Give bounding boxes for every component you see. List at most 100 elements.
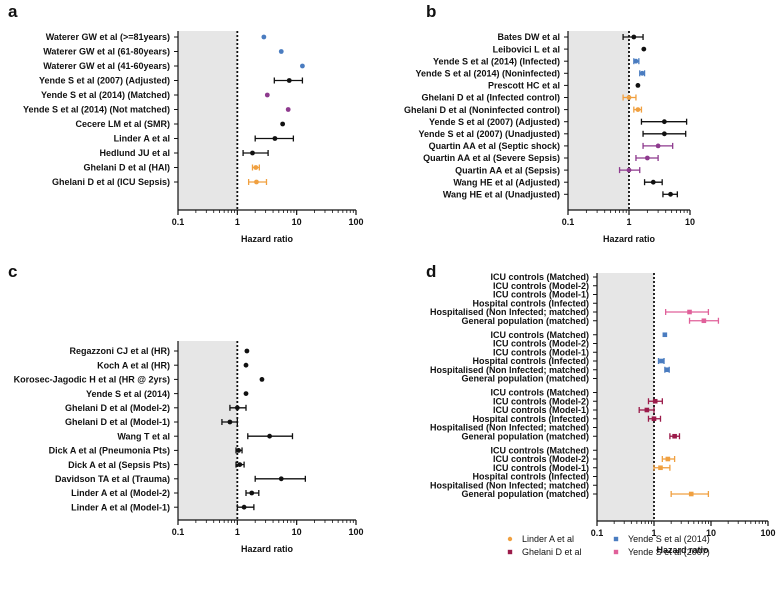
hr-point [244, 348, 250, 354]
hr-point [280, 121, 286, 127]
hr-point [659, 358, 664, 364]
hr-point [664, 367, 670, 373]
row-label: Ghelani D et al (ICU Sepsis) [52, 177, 170, 187]
shaded-region [597, 273, 654, 521]
row-label: Quartin AA et al (Severe Sepsis) [423, 153, 560, 163]
row-label: ICU controls (Matched) [490, 445, 589, 455]
hr-point [253, 165, 259, 170]
panel-letter: c [8, 262, 17, 281]
row-label: ICU controls (Model-1) [493, 290, 589, 300]
row-label: Waterer GW et al (41-60years) [43, 61, 170, 71]
hr-point [278, 49, 284, 54]
hr-point [626, 95, 632, 100]
hr-point [651, 416, 657, 422]
row-label: Ghelani D et al (HAI) [83, 163, 170, 173]
row-label: Ghelani D et al (Infected control) [421, 93, 560, 103]
shaded-region [178, 31, 238, 210]
row-label: ICU controls (Matched) [490, 388, 589, 398]
x-tick-label: 100 [348, 217, 363, 227]
hr-point [665, 456, 671, 462]
row-label: General population (matched) [461, 374, 589, 384]
hr-point [286, 78, 292, 83]
hr-point [644, 155, 650, 161]
x-tick-label: 0.1 [591, 528, 604, 538]
row-label: Yende S et al (2007) (Unadjusted) [418, 129, 560, 139]
row-label: Prescott HC et al [488, 81, 560, 91]
row-label: Hospitalised (Non Infected; matched) [430, 307, 589, 317]
hr-point [688, 491, 694, 497]
x-tick-label: 10 [292, 217, 302, 227]
panel-d: d 0.1 1 10 100 Hazard ratio ICU controls (Matc… [426, 262, 776, 555]
hr-point [633, 58, 639, 64]
row-label: Yende S et al (2014) [86, 389, 170, 399]
row-label: Yende S et al (2014) (Infected) [433, 56, 560, 66]
row-label: ICU controls (Model-1) [493, 405, 589, 415]
row-label: Hospital controls (Infected) [472, 298, 589, 308]
legend-marker [507, 536, 513, 542]
row-label: Koch A et al (HR) [97, 360, 170, 370]
row-label: Wang T et al [117, 431, 170, 441]
row-label: Hospitalised (Non Infected; matched) [430, 365, 589, 375]
x-tick-label: 100 [348, 527, 363, 537]
row-label: Regazzoni CJ et al (HR) [69, 346, 170, 356]
row-label: Wang HE et al (Unadjusted) [443, 190, 560, 200]
legend-label: Yende S et al (2007) [628, 547, 710, 557]
row-label: Hospitalised (Non Infected; matched) [430, 423, 589, 433]
hr-point [243, 362, 249, 368]
hr-point [701, 318, 707, 324]
row-label: ICU controls (Matched) [490, 272, 589, 282]
x-tick-label: 100 [760, 528, 775, 538]
row-label: ICU controls (Model-1) [493, 347, 589, 357]
row-label: Waterer GW et al (61-80years) [43, 47, 170, 57]
row-label: ICU controls (Model-2) [493, 454, 589, 464]
row-label: ICU controls (Model-2) [493, 281, 589, 291]
hr-point [250, 150, 255, 156]
row-label: Hospital controls (Infected) [472, 472, 589, 482]
row-label: Hospital controls (Infected) [472, 414, 589, 424]
x-axis-label: Hazard ratio [603, 234, 656, 244]
row-label: Yende S et al (2014) (Noninfected) [415, 69, 560, 79]
row-label: Cecere LM et al (SMR) [75, 119, 170, 129]
hr-point [631, 34, 637, 40]
row-label: Yende S et al (2007) (Adjusted) [429, 117, 560, 127]
hr-point [237, 462, 243, 467]
hr-point [626, 167, 632, 173]
hr-point [249, 490, 255, 496]
hr-point [672, 433, 677, 439]
row-label: Bates DW et al [497, 32, 560, 42]
row-label: Hospitalised (Non Infected; matched) [430, 480, 589, 490]
shaded-region [568, 31, 629, 210]
x-tick-label: 0.1 [172, 217, 185, 227]
hr-point [259, 377, 265, 382]
legend-marker [613, 549, 619, 555]
row-label: General population (matched) [461, 316, 589, 326]
row-label: Linder A et al (Model-1) [71, 502, 170, 512]
hr-point [264, 92, 270, 98]
row-label: ICU controls (Model-2) [493, 396, 589, 406]
legend-label: Ghelani D et al [522, 547, 582, 557]
hr-point [300, 63, 305, 69]
x-tick-label: 0.1 [562, 217, 575, 227]
hr-point [227, 419, 233, 425]
x-tick-label: 0.1 [172, 527, 185, 537]
hr-point [639, 70, 645, 76]
panel-c: c 0.1 1 10 100 Hazard ratio Regazzoni CJ et al… [8, 262, 364, 554]
row-label: Ghelani D et al (Noninfected control) [404, 105, 560, 115]
panel-letter: a [8, 2, 18, 21]
row-label: Quartin AA et al (Sepsis) [455, 165, 560, 175]
panel-b: b 0.1 1 10 Hazard ratio Bates DW et al Leibovi… [404, 2, 695, 244]
hr-point [668, 191, 673, 197]
row-label: Ghelani D et al (Model-2) [65, 403, 170, 413]
x-axis-label: Hazard ratio [656, 545, 709, 555]
panel-letter: d [426, 262, 436, 281]
legend-marker [507, 549, 513, 555]
row-label: Korosec-Jagodic H et al (HR @ 2yrs) [14, 375, 170, 385]
hr-point [254, 179, 259, 185]
row-label: Leibovici L et al [493, 44, 560, 54]
hr-point [241, 504, 247, 510]
x-tick-label: 1 [235, 217, 240, 227]
hr-point [278, 476, 284, 482]
hr-point [272, 136, 278, 141]
row-label: ICU controls (Matched) [490, 330, 589, 340]
